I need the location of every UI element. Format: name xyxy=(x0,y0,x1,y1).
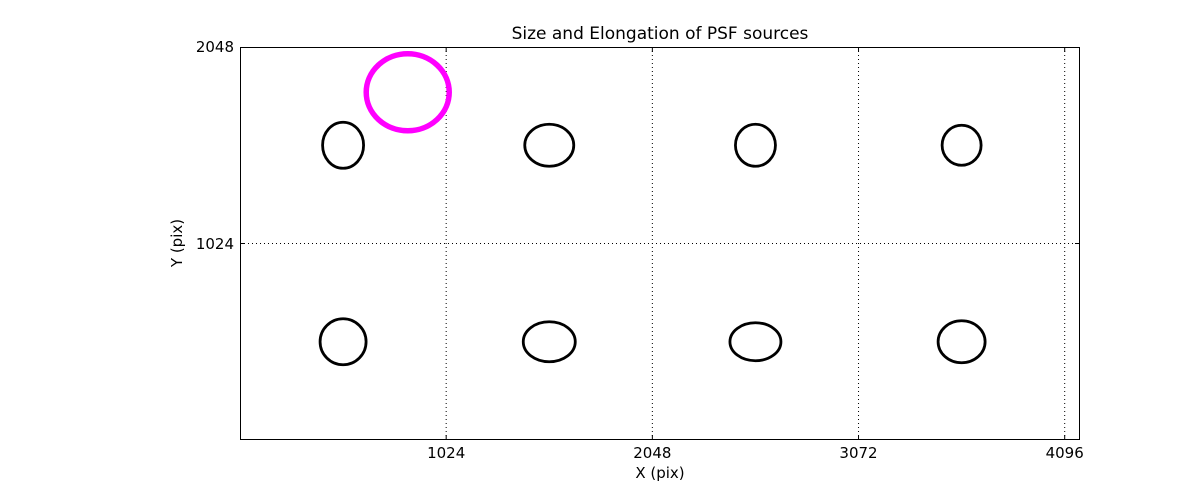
psf-ellipse xyxy=(523,122,576,168)
x-tick-label: 1024 xyxy=(427,444,466,462)
x-tick-label: 4096 xyxy=(1045,444,1084,462)
y-axis-label: Y (pix) xyxy=(168,218,186,268)
plot-area xyxy=(240,47,1080,440)
psf-ellipse xyxy=(321,120,365,170)
x-axis-label: X (pix) xyxy=(635,464,685,482)
y-tick-label: 2048 xyxy=(195,38,234,56)
chart-svg xyxy=(240,47,1080,440)
psf-ellipse xyxy=(318,317,368,367)
psf-ellipse xyxy=(940,123,983,167)
x-tick-label: 3072 xyxy=(839,444,878,462)
psf-ellipse xyxy=(728,321,783,363)
y-tick-label: 1024 xyxy=(195,234,234,253)
psf-ellipse xyxy=(521,320,577,364)
plot-border xyxy=(240,47,1080,440)
psf-ellipse xyxy=(936,319,987,365)
x-tick-label: 2048 xyxy=(633,444,672,462)
psf-ellipse xyxy=(734,122,777,168)
reference-circle xyxy=(363,51,452,134)
chart-title: Size and Elongation of PSF sources xyxy=(511,24,809,44)
